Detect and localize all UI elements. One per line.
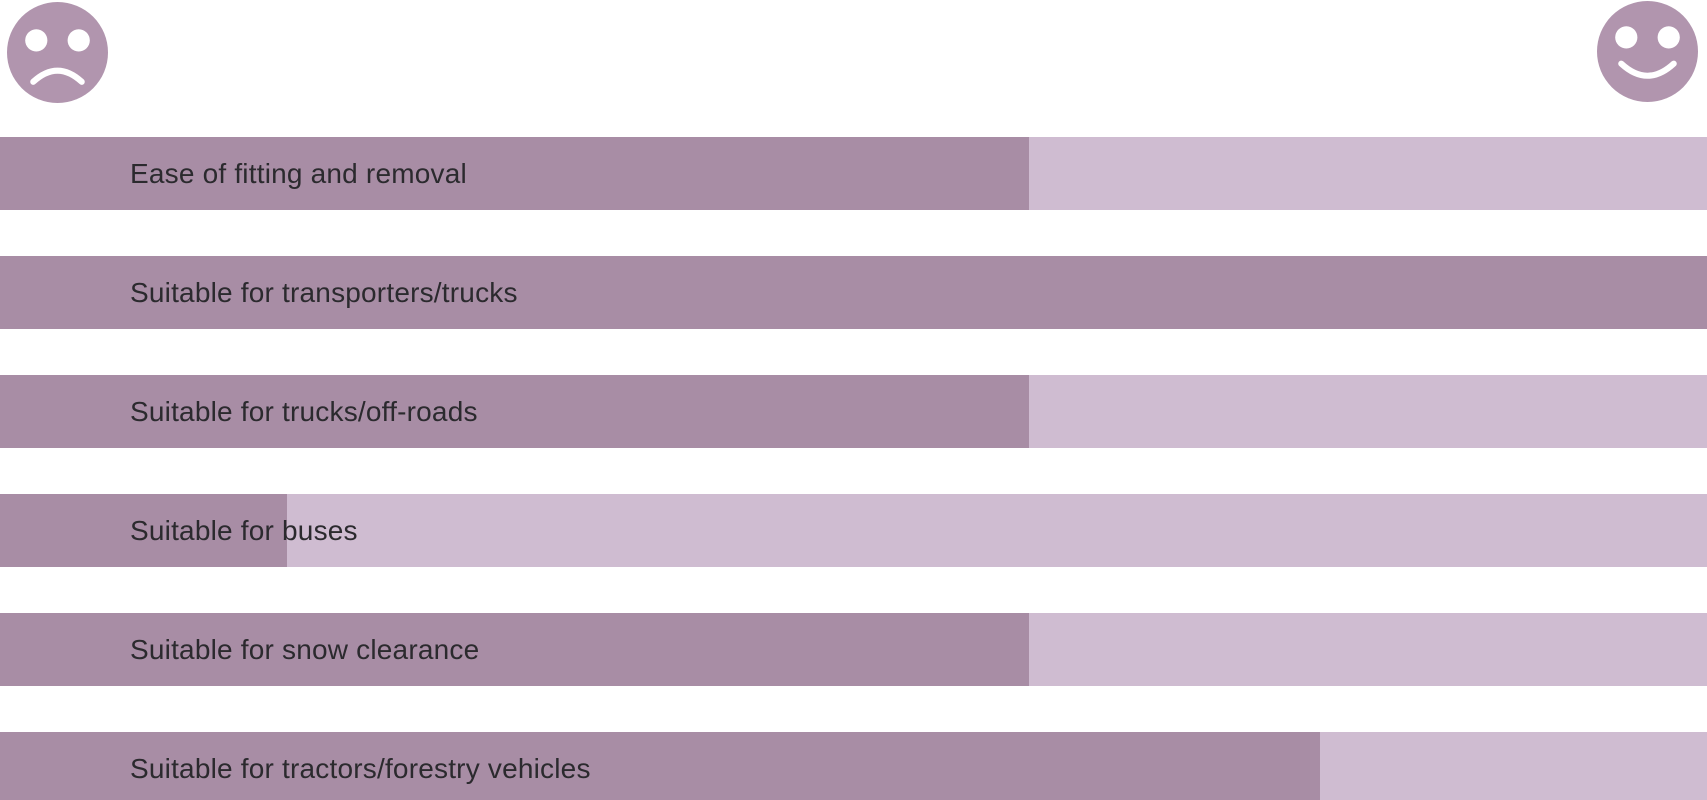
rating-row: Suitable for transporters/trucks <box>0 256 1707 329</box>
rating-row-label: Suitable for snow clearance <box>130 633 480 665</box>
rating-bar-fill <box>0 494 287 567</box>
rating-bar-fill <box>0 256 1707 329</box>
rating-bar-fill <box>0 613 1030 686</box>
rating-row-label: Suitable for transporters/trucks <box>130 276 518 308</box>
sad-face-icon <box>7 1 108 104</box>
rating-rows: Ease of fitting and removal Suitable for… <box>0 137 1707 800</box>
rating-bar-fill <box>0 137 1030 210</box>
rating-bar-fill <box>0 375 1030 448</box>
happy-face-icon <box>1597 0 1698 103</box>
rating-row-label: Suitable for trucks/off-roads <box>130 395 478 427</box>
rating-row-label: Ease of fitting and removal <box>130 157 467 189</box>
rating-row: Suitable for snow clearance <box>0 613 1707 686</box>
rating-row-label: Suitable for tractors/forestry vehicles <box>130 752 591 784</box>
rating-row-label: Suitable for buses <box>130 514 358 546</box>
rating-bar-fill <box>0 732 1320 800</box>
rating-row: Suitable for trucks/off-roads <box>0 375 1707 448</box>
rating-row: Ease of fitting and removal <box>0 137 1707 210</box>
rating-row: Suitable for tractors/forestry vehicles <box>0 732 1707 800</box>
rating-row: Suitable for buses <box>0 494 1707 567</box>
